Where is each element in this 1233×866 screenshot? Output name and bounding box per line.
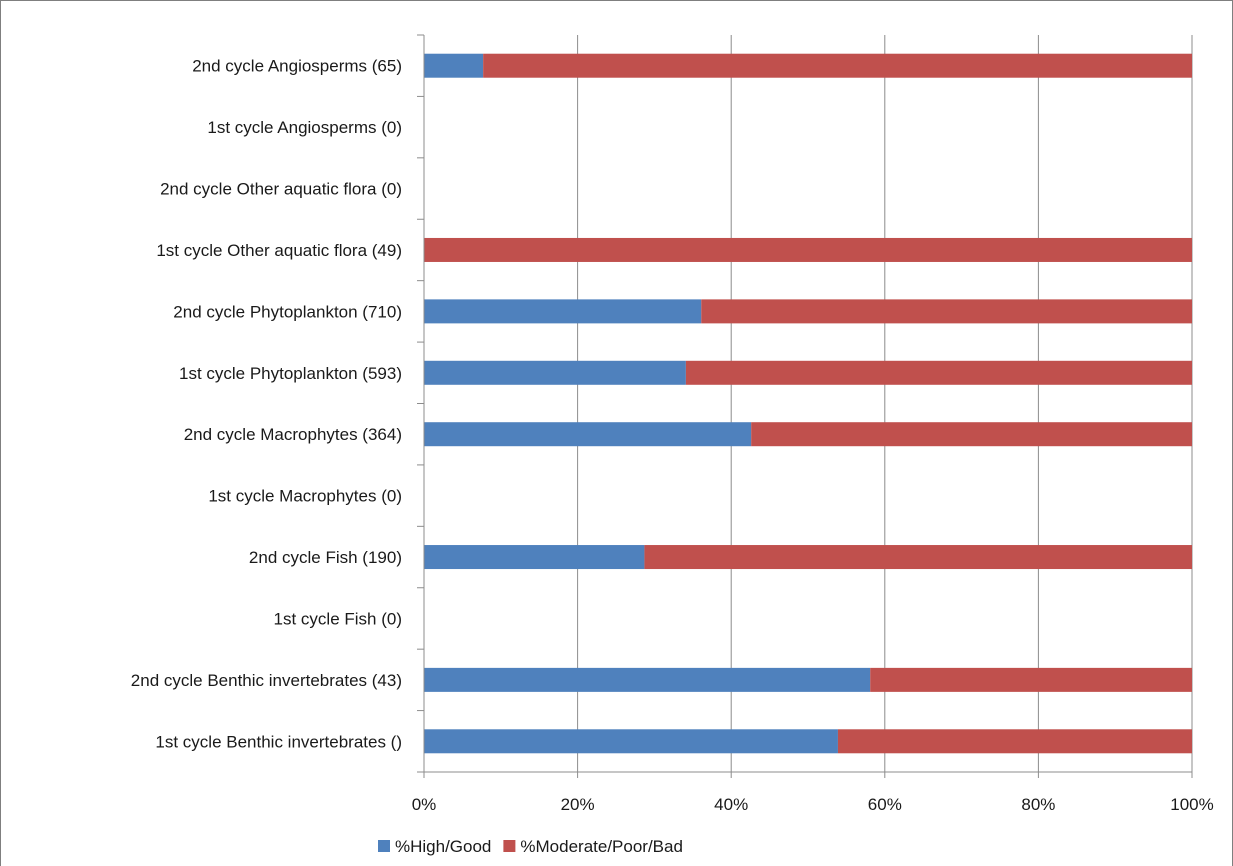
bar-moderate-poor-bad (837, 729, 1192, 754)
category-label: 2nd cycle Benthic invertebrates (43) (131, 671, 402, 690)
x-tick-labels: 0% 20% 40% 60% 80% 100% (412, 795, 1214, 814)
category-label: 1st cycle Phytoplankton (593) (179, 364, 402, 383)
bar-high-good (424, 299, 702, 324)
category-label: 1st cycle Angiosperms (0) (207, 118, 402, 137)
category-label: 1st cycle Benthic invertebrates () (155, 732, 402, 751)
category-label: 2nd cycle Other aquatic flora (0) (160, 180, 402, 199)
category-label: 1st cycle Fish (0) (274, 609, 402, 628)
category-label: 1st cycle Other aquatic flora (49) (156, 241, 402, 260)
gridlines (577, 35, 1193, 772)
bar-high-good (424, 729, 838, 754)
x-tick-label: 100% (1170, 795, 1213, 814)
bar-high-good (424, 53, 484, 78)
bar-high-good (424, 360, 686, 385)
bar-moderate-poor-bad (685, 360, 1192, 385)
bars (424, 53, 1192, 754)
bar-high-good (424, 667, 871, 692)
bar-moderate-poor-bad (483, 53, 1192, 78)
category-label: 2nd cycle Macrophytes (364) (184, 425, 402, 444)
x-tick-label: 80% (1021, 795, 1055, 814)
bar-moderate-poor-bad (424, 237, 1192, 262)
legend-label-moderate-poor-bad: %Moderate/Poor/Bad (520, 837, 683, 856)
x-tick-label: 40% (714, 795, 748, 814)
legend-swatch-high-good (378, 840, 390, 852)
category-labels: 2nd cycle Angiosperms (65) 1st cycle Angi… (131, 57, 402, 752)
bar-moderate-poor-bad (751, 422, 1192, 447)
axes (417, 34, 1193, 778)
legend-swatch-moderate-poor-bad (503, 840, 516, 852)
bar-moderate-poor-bad (701, 299, 1192, 324)
category-label: 2nd cycle Fish (190) (249, 548, 402, 567)
x-tick-label: 60% (868, 795, 902, 814)
bar-high-good (424, 422, 752, 447)
category-label: 1st cycle Macrophytes (0) (208, 487, 402, 506)
legend-label-high-good: %High/Good (395, 837, 491, 856)
legend: %High/Good %Moderate/Poor/Bad (378, 837, 683, 856)
x-tick-label: 20% (561, 795, 595, 814)
bar-moderate-poor-bad (644, 545, 1192, 570)
x-tick-label: 0% (412, 795, 437, 814)
category-label: 2nd cycle Angiosperms (65) (192, 57, 402, 76)
bar-moderate-poor-bad (870, 667, 1192, 692)
bar-high-good (424, 545, 645, 570)
category-label: 2nd cycle Phytoplankton (710) (173, 302, 402, 321)
